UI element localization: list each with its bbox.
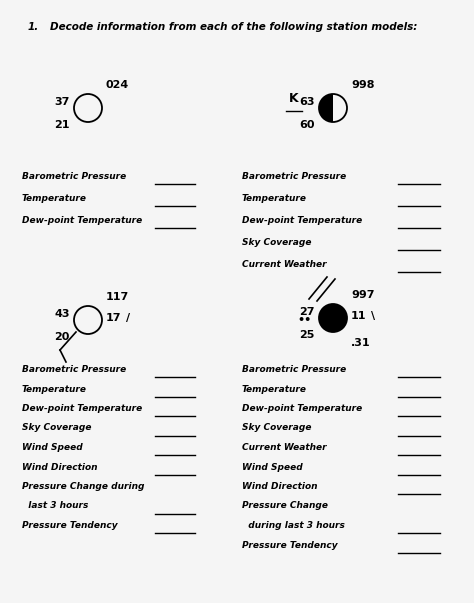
- Text: Temperature: Temperature: [242, 194, 307, 203]
- Text: Wind Direction: Wind Direction: [22, 463, 98, 472]
- Text: Current Weather: Current Weather: [242, 260, 327, 269]
- Circle shape: [319, 304, 347, 332]
- Text: Sky Coverage: Sky Coverage: [22, 423, 91, 432]
- Wedge shape: [319, 94, 333, 122]
- Text: 21: 21: [55, 120, 70, 130]
- Text: Current Weather: Current Weather: [242, 443, 327, 452]
- Text: 20: 20: [55, 332, 70, 342]
- Text: 37: 37: [55, 97, 70, 107]
- Text: Pressure Tendency: Pressure Tendency: [242, 540, 337, 549]
- Text: Sky Coverage: Sky Coverage: [242, 423, 311, 432]
- Text: Dew-point Temperature: Dew-point Temperature: [242, 216, 362, 225]
- Text: 11: 11: [351, 311, 366, 321]
- Text: K: K: [289, 92, 299, 105]
- Text: .31: .31: [351, 338, 371, 348]
- Text: ••: ••: [297, 315, 311, 325]
- Text: Sky Coverage: Sky Coverage: [242, 238, 311, 247]
- Text: Pressure Tendency: Pressure Tendency: [22, 521, 118, 530]
- Text: Temperature: Temperature: [22, 194, 87, 203]
- Text: Dew-point Temperature: Dew-point Temperature: [22, 404, 142, 413]
- Text: Barometric Pressure: Barometric Pressure: [22, 172, 126, 181]
- Text: 17: 17: [106, 313, 121, 323]
- Text: 024: 024: [106, 80, 129, 90]
- Text: 117: 117: [106, 292, 129, 302]
- Text: Wind Speed: Wind Speed: [242, 463, 303, 472]
- Text: 1.: 1.: [28, 22, 39, 32]
- Text: 998: 998: [351, 80, 374, 90]
- Text: Barometric Pressure: Barometric Pressure: [242, 172, 346, 181]
- Text: 27: 27: [300, 307, 315, 317]
- Text: Barometric Pressure: Barometric Pressure: [22, 365, 126, 374]
- Text: 997: 997: [351, 290, 374, 300]
- Text: 25: 25: [300, 330, 315, 340]
- Text: Wind Speed: Wind Speed: [22, 443, 83, 452]
- Text: Decode information from each of the following station models:: Decode information from each of the foll…: [50, 22, 418, 32]
- Text: Wind Direction: Wind Direction: [242, 482, 318, 491]
- Text: last 3 hours: last 3 hours: [22, 502, 88, 511]
- Text: Temperature: Temperature: [242, 385, 307, 394]
- Text: Temperature: Temperature: [22, 385, 87, 394]
- Text: Dew-point Temperature: Dew-point Temperature: [242, 404, 362, 413]
- Text: Barometric Pressure: Barometric Pressure: [242, 365, 346, 374]
- Text: 60: 60: [300, 120, 315, 130]
- Text: /: /: [126, 313, 130, 323]
- Text: during last 3 hours: during last 3 hours: [242, 521, 345, 530]
- Text: 43: 43: [55, 309, 70, 319]
- Text: Pressure Change: Pressure Change: [242, 502, 328, 511]
- Text: 63: 63: [300, 97, 315, 107]
- Text: Dew-point Temperature: Dew-point Temperature: [22, 216, 142, 225]
- Text: Pressure Change during: Pressure Change during: [22, 482, 145, 491]
- Text: \: \: [371, 311, 375, 321]
